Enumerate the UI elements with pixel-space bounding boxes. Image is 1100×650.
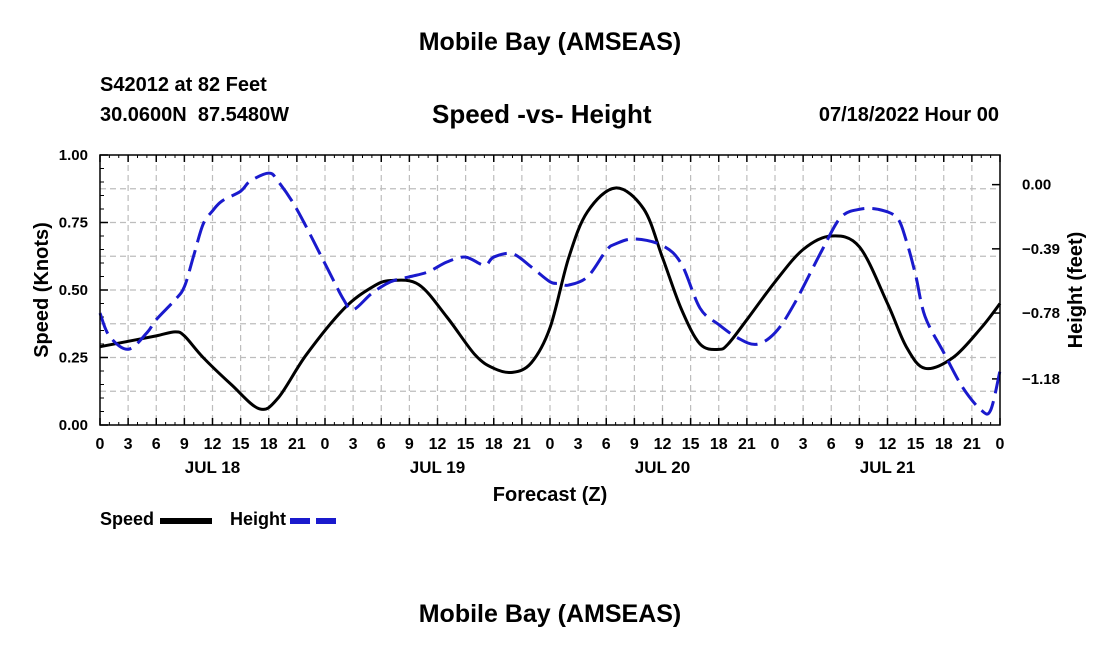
x-tick-label: 3 — [124, 436, 133, 453]
legend-speed-label: Speed — [100, 509, 154, 529]
x-tick-label: 21 — [513, 436, 531, 453]
x-tick-label: 3 — [799, 436, 808, 453]
y-tick-label-right: −1.18 — [1022, 371, 1060, 388]
y-tick-label-right: −0.39 — [1022, 241, 1060, 258]
x-day-label: JUL 18 — [185, 458, 240, 477]
x-day-label: JUL 19 — [410, 458, 465, 477]
station-coordinates: 30.0600N 87.5480W — [100, 104, 290, 126]
y-tick-label-left: 0.00 — [59, 417, 88, 434]
chart-subtitle: Speed -vs- Height — [432, 99, 652, 129]
x-tick-label: 9 — [855, 436, 864, 453]
y-tick-label-left: 0.50 — [59, 282, 88, 299]
x-tick-label: 12 — [429, 436, 447, 453]
x-tick-label: 0 — [546, 436, 555, 453]
x-tick-label: 12 — [204, 436, 222, 453]
x-tick-label: 0 — [771, 436, 780, 453]
x-tick-label: 21 — [963, 436, 981, 453]
x-tick-label: 9 — [180, 436, 189, 453]
x-tick-label: 6 — [377, 436, 386, 453]
x-tick-label: 0 — [996, 436, 1005, 453]
x-tick-label: 21 — [738, 436, 756, 453]
y-tick-label-left: 0.25 — [59, 350, 88, 367]
x-tick-label: 21 — [288, 436, 306, 453]
x-tick-label: 9 — [405, 436, 414, 453]
forecast-timestamp: 07/18/2022 Hour 00 — [818, 104, 999, 126]
x-tick-label: 18 — [710, 436, 728, 453]
chart-title: Mobile Bay (AMSEAS) — [418, 28, 682, 56]
x-tick-label: 15 — [457, 436, 475, 453]
series-line-speed — [99, 186, 1002, 411]
series-line-height — [98, 171, 1002, 416]
x-tick-label: 0 — [321, 436, 330, 453]
footer-chart-title: Mobile Bay (AMSEAS) — [418, 600, 682, 628]
x-tick-label: 3 — [574, 436, 583, 453]
y-axis-title-left: Speed (Knots) — [31, 222, 53, 358]
x-tick-label: 6 — [827, 436, 836, 453]
x-tick-label: 6 — [152, 436, 161, 453]
x-tick-label: 18 — [485, 436, 503, 453]
x-tick-label: 9 — [630, 436, 639, 453]
x-tick-label: 3 — [349, 436, 358, 453]
x-tick-label: 15 — [232, 436, 250, 453]
station-label: S42012 at 82 Feet — [100, 74, 267, 96]
legend-height-label: Height — [230, 509, 286, 529]
x-tick-label: 18 — [935, 436, 953, 453]
x-tick-label: 12 — [879, 436, 897, 453]
plot-frame — [99, 154, 1001, 426]
y-axis-title-right: Height (feet) — [1065, 232, 1087, 349]
x-tick-label: 18 — [260, 436, 278, 453]
x-tick-label: 6 — [602, 436, 611, 453]
y-tick-label-right: −0.78 — [1022, 305, 1060, 322]
x-axis-title: Forecast (Z) — [493, 484, 607, 506]
x-tick-label: 15 — [907, 436, 925, 453]
x-tick-label: 0 — [96, 436, 105, 453]
y-tick-label-left: 0.75 — [59, 215, 88, 232]
y-tick-label-right: 0.00 — [1022, 177, 1051, 194]
x-tick-label: 15 — [682, 436, 700, 453]
x-day-label: JUL 20 — [635, 458, 690, 477]
x-day-label: JUL 21 — [860, 458, 915, 477]
x-tick-label: 12 — [654, 436, 672, 453]
y-tick-label-left: 1.00 — [59, 147, 88, 164]
legend: Speed Height — [100, 509, 342, 529]
